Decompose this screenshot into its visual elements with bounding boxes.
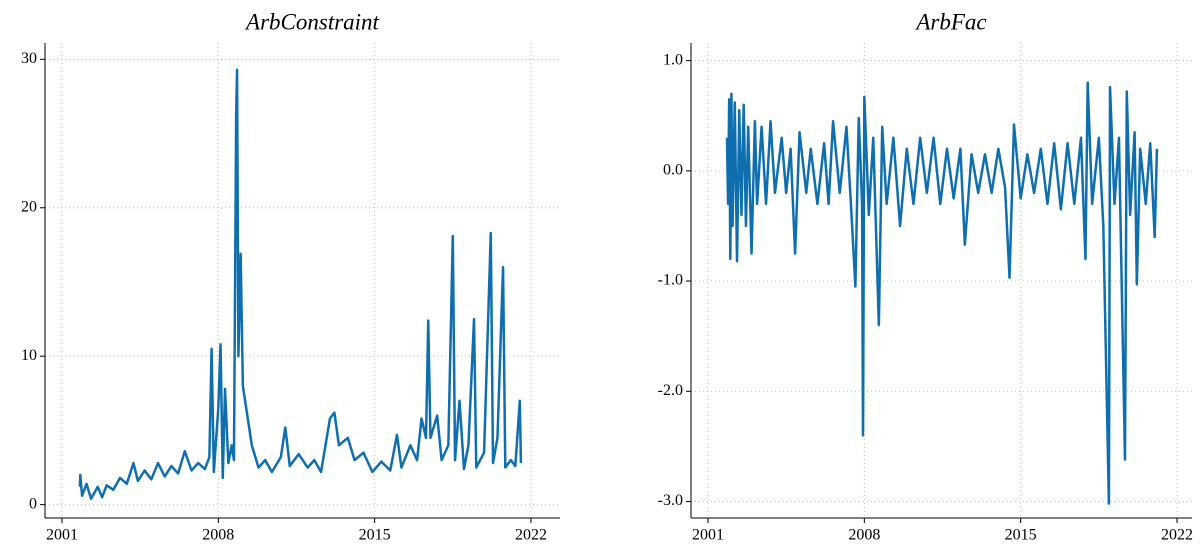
y-tick-label: 30: [21, 50, 37, 67]
y-tick-label: -1.0: [658, 272, 683, 289]
y-tick-label: -3.0: [658, 492, 683, 509]
x-tick-label: 2022: [1161, 527, 1193, 544]
x-tick-label: 2001: [692, 527, 724, 544]
x-tick-label: 2008: [202, 527, 234, 544]
y-tick-label: 20: [21, 198, 37, 215]
y-tick-label: -2.0: [658, 382, 683, 399]
chart-title: ArbConstraint: [244, 9, 380, 34]
data-line: [725, 81, 1159, 505]
y-tick-label: 0.0: [663, 162, 683, 179]
chart-title: ArbFac: [914, 9, 986, 34]
x-tick-label: 2022: [515, 527, 547, 544]
data-line: [78, 68, 523, 500]
y-tick-label: 1.0: [663, 51, 683, 68]
y-tick-label: 10: [21, 347, 37, 364]
x-tick-label: 2015: [1005, 527, 1037, 544]
y-tick-label: 0: [29, 495, 37, 512]
x-tick-label: 2001: [46, 527, 78, 544]
x-tick-label: 2008: [848, 527, 880, 544]
x-tick-label: 2015: [359, 527, 391, 544]
